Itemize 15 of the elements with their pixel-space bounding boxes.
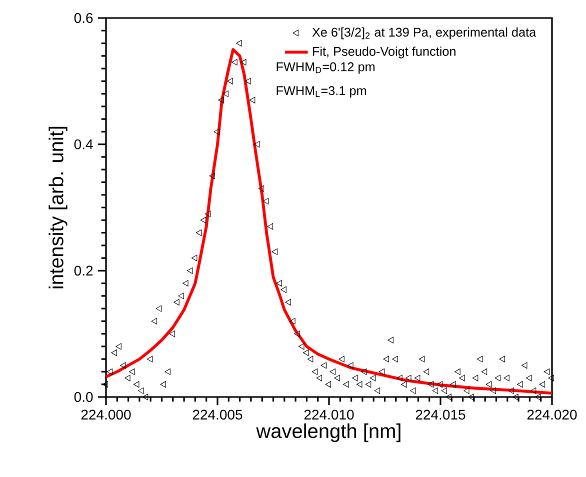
y-tick-label: 0.6 [74,13,93,23]
legend-label: Xe 6'[3/2]$_{2}$ at 139 Pa, experimental data [312,27,536,40]
y-tick-label: 0.0 [74,392,93,402]
legend-label: Fit, Pseudo-Voigt function [312,46,456,58]
x-tick-label: 224.015 [416,410,466,420]
annotation: FWHM$_{L}$=3.1 pm [276,86,366,98]
annotation: FWHM$_{D}$=0.12 pm [276,62,375,74]
x-tick-label: 224.005 [192,410,242,420]
x-axis-title: wavelength [nm] [256,423,400,442]
x-tick-label: 224.010 [304,410,354,420]
y-axis-title: intensity [arb. unit] [48,126,68,288]
x-tick-label: 224.000 [81,410,131,420]
y-tick-label: 0.4 [74,139,93,150]
x-tick-label: 224.020 [527,410,577,420]
y-tick-label: 0.2 [74,266,93,276]
